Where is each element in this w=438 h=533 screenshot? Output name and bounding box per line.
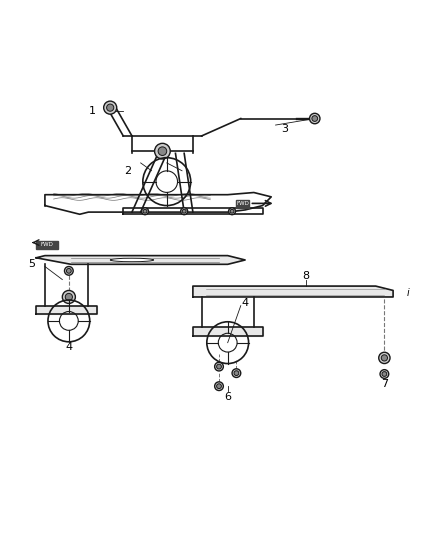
Circle shape [64,266,73,275]
Circle shape [312,116,318,122]
Circle shape [67,269,71,273]
Circle shape [232,369,241,377]
Circle shape [106,104,114,111]
Text: 1: 1 [89,106,96,116]
Circle shape [234,371,239,376]
Circle shape [310,114,320,124]
Circle shape [217,364,221,369]
Circle shape [155,143,170,159]
Text: 4: 4 [241,298,249,309]
Text: FWD: FWD [41,242,53,247]
Circle shape [141,208,148,215]
Text: 8: 8 [303,271,310,281]
FancyBboxPatch shape [237,200,250,208]
Circle shape [379,352,390,364]
Circle shape [229,208,236,215]
Circle shape [380,370,389,378]
Circle shape [382,372,387,376]
Text: 2: 2 [124,166,131,176]
Text: 3: 3 [281,124,288,134]
Circle shape [230,209,234,213]
Circle shape [65,293,72,301]
Polygon shape [193,327,262,336]
Polygon shape [36,256,245,264]
Text: 7: 7 [381,379,388,389]
Ellipse shape [110,258,154,262]
Circle shape [381,355,388,361]
Text: FWD: FWD [237,201,249,206]
Circle shape [181,208,187,215]
Circle shape [143,209,147,213]
Text: i: i [407,288,410,297]
Text: 5: 5 [28,260,35,269]
Circle shape [62,290,75,303]
Circle shape [215,362,223,371]
FancyBboxPatch shape [36,241,58,249]
Text: 6: 6 [224,392,231,402]
Polygon shape [193,286,393,297]
Text: 4: 4 [65,342,72,352]
Circle shape [217,384,221,389]
Circle shape [215,382,223,391]
Circle shape [158,147,167,156]
Polygon shape [36,305,97,314]
Circle shape [104,101,117,114]
Circle shape [182,209,186,213]
